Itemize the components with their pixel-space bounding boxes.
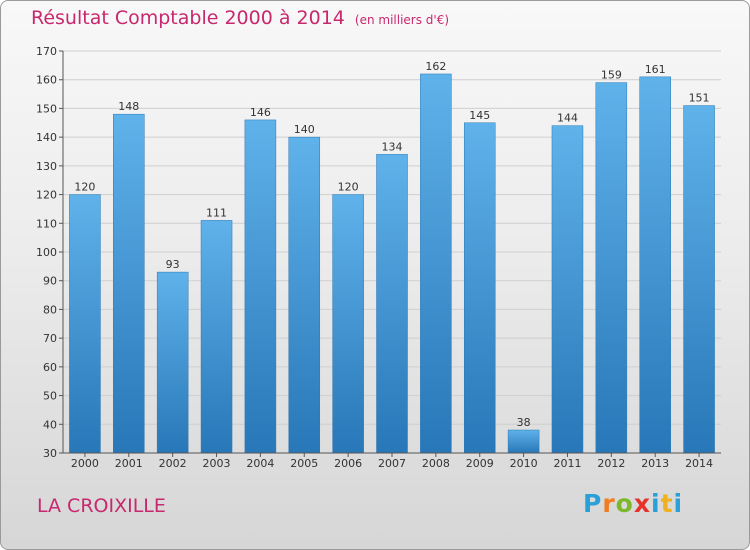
- bar: [551, 125, 584, 454]
- data-label: 111: [206, 206, 227, 219]
- bar: [69, 194, 101, 454]
- y-tick-label: 110: [36, 217, 57, 230]
- x-tick-label: 2002: [159, 457, 187, 470]
- logo-letter: o: [615, 489, 634, 518]
- y-tick-label: 50: [43, 390, 57, 403]
- y-tick-label: 120: [36, 189, 57, 202]
- bar: [244, 119, 277, 454]
- logo-letter: i: [651, 489, 661, 518]
- y-tick-label: 60: [43, 361, 57, 374]
- commune-name: LA CROIXILLE: [37, 495, 166, 517]
- title-text: Résultat Comptable 2000 à 2014: [31, 7, 345, 29]
- y-tick-label: 90: [43, 275, 57, 288]
- data-label: 159: [601, 69, 622, 82]
- data-label: 120: [74, 181, 95, 194]
- x-tick-label: 2003: [203, 457, 231, 470]
- data-label: 145: [469, 109, 490, 122]
- x-tick-label: 2007: [378, 457, 406, 470]
- x-tick-label: 2006: [334, 457, 362, 470]
- y-tick-label: 40: [43, 418, 57, 431]
- data-label: 134: [382, 140, 403, 153]
- chart-title: Résultat Comptable 2000 à 2014 (en millie…: [31, 7, 449, 29]
- bar: [113, 113, 145, 454]
- logo-letter: t: [660, 489, 674, 518]
- logo-letter: r: [602, 489, 616, 518]
- bar: [288, 136, 321, 454]
- x-tick-label: 2011: [553, 457, 581, 470]
- x-tick-label: 2010: [510, 457, 538, 470]
- x-tick-label: 2005: [290, 457, 318, 470]
- x-tick-label: 2013: [641, 457, 669, 470]
- y-tick-label: 150: [36, 102, 57, 115]
- y-tick-label: 130: [36, 160, 57, 173]
- data-label: 38: [517, 416, 531, 429]
- bar: [420, 73, 452, 454]
- proxiti-logo: Proxiti: [583, 489, 683, 518]
- y-tick-label: 70: [43, 332, 57, 345]
- logo-letter: P: [583, 489, 603, 518]
- y-tick-label: 80: [43, 303, 57, 316]
- bar: [507, 429, 540, 454]
- logo-letter: i: [673, 489, 684, 518]
- x-tick-label: 2012: [597, 457, 625, 470]
- bar: [332, 194, 364, 454]
- bar: [683, 105, 715, 454]
- bar: [463, 122, 496, 454]
- x-tick-label: 2008: [422, 457, 450, 470]
- y-tick-label: 30: [43, 447, 57, 460]
- data-label: 151: [689, 92, 710, 105]
- data-label: 161: [645, 63, 666, 76]
- y-tick-label: 140: [36, 131, 57, 144]
- x-tick-label: 2004: [246, 457, 274, 470]
- x-tick-label: 2009: [466, 457, 494, 470]
- bar: [156, 271, 189, 454]
- x-tick-label: 2014: [685, 457, 713, 470]
- y-tick-label: 170: [36, 45, 57, 58]
- data-label: 140: [294, 123, 315, 136]
- data-label: 162: [425, 60, 446, 73]
- bar: [595, 82, 628, 454]
- data-label: 146: [250, 106, 271, 119]
- x-tick-label: 2000: [71, 457, 99, 470]
- chart-subtitle: (en milliers d'€): [354, 13, 450, 27]
- logo-letter: x: [633, 489, 651, 518]
- x-tick-label: 2001: [115, 457, 143, 470]
- y-tick-label: 160: [36, 74, 57, 87]
- bar: [376, 154, 408, 454]
- data-label: 148: [118, 100, 139, 113]
- y-tick-label: 100: [36, 246, 57, 259]
- data-label: 93: [166, 258, 180, 271]
- bar: [200, 220, 233, 454]
- data-label: 144: [557, 112, 578, 125]
- data-label: 120: [338, 181, 359, 194]
- bar: [639, 76, 671, 454]
